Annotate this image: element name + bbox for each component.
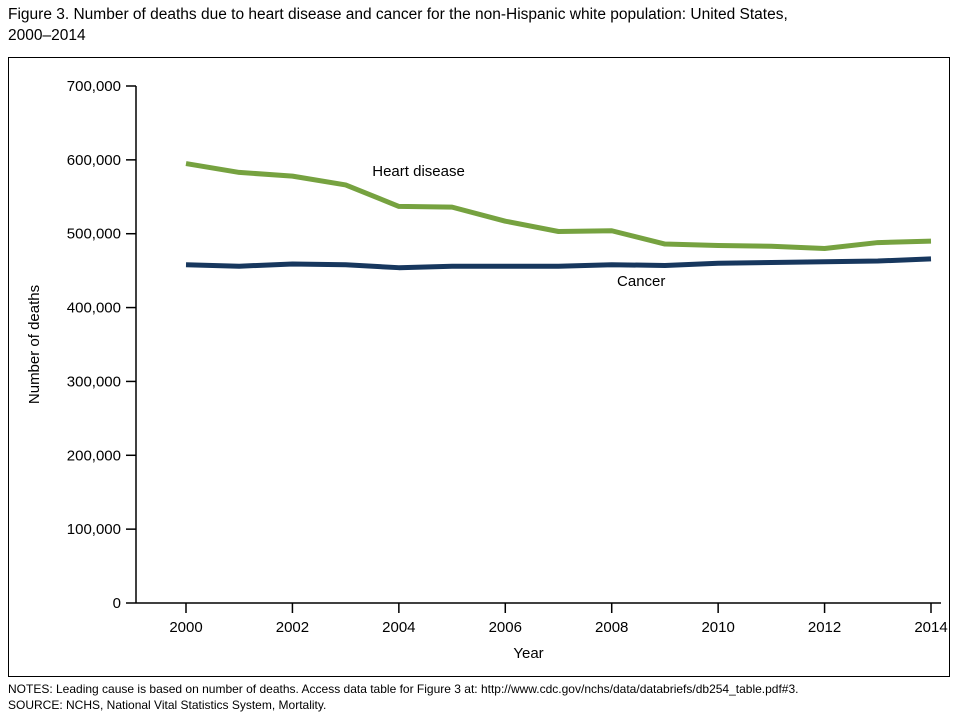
y-tick-label: 400,000: [67, 300, 121, 317]
y-tick-label: 100,000: [67, 521, 121, 538]
x-tick-label: 2008: [595, 619, 628, 636]
y-tick-label: 600,000: [67, 152, 121, 169]
y-tick-label: 700,000: [67, 78, 121, 95]
series-label-heart-disease: Heart disease: [372, 163, 465, 180]
notes-line: NOTES: Leading cause is based on number …: [8, 682, 799, 696]
y-axis-title: Number of deaths: [26, 285, 43, 404]
x-tick-label: 2010: [701, 619, 734, 636]
series-line-heart-disease: [185, 161, 932, 251]
x-tick-label: 2004: [382, 619, 415, 636]
figure-title-line1: Figure 3. Number of deaths due to heart …: [8, 6, 788, 23]
x-axis-title: Year: [513, 645, 543, 662]
y-tick-label: 200,000: [67, 447, 121, 464]
y-tick-label: 0: [113, 595, 121, 612]
chart-svg: 0 100,000 200,000 300,000 400,000 500,000 600,…: [26, 78, 948, 662]
x-tick-label: 2006: [489, 619, 522, 636]
source-line: SOURCE: NCHS, National Vital Statistics …: [8, 697, 327, 712]
y-tick-label: 500,000: [67, 226, 121, 243]
series-label-cancer: Cancer: [617, 273, 665, 290]
y-tick-label: 300,000: [67, 373, 121, 390]
x-tick-label: 2000: [169, 619, 202, 636]
x-tick-label: 2012: [808, 619, 841, 636]
x-tick-label: 2014: [914, 619, 947, 636]
x-tick-label: 2002: [276, 619, 309, 636]
chart-frame: 0 100,000 200,000 300,000 400,000 500,000 600,…: [8, 57, 950, 677]
figure-title: Figure 3. Number of deaths due to heart …: [8, 5, 952, 47]
series-line-cancer: [185, 256, 932, 271]
figure-notes: NOTES: Leading cause is based on number …: [8, 682, 952, 714]
figure-title-line2: 2000–2014: [8, 26, 86, 44]
